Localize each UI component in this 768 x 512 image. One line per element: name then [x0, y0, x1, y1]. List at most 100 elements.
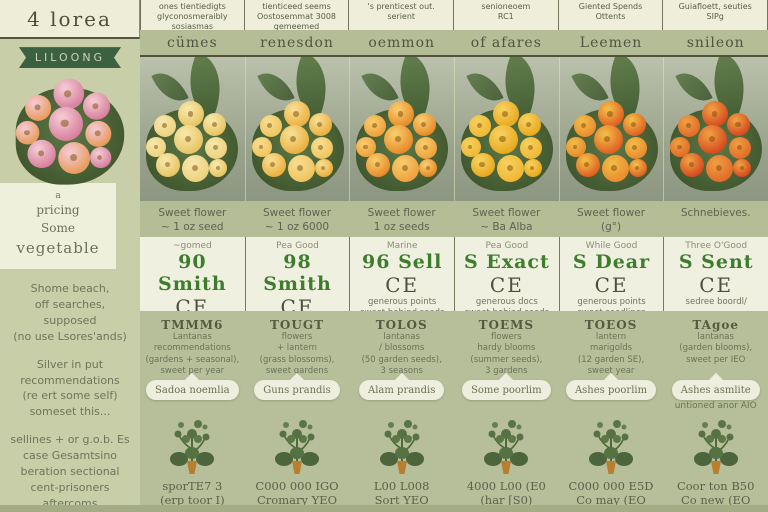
totals-title: TMMM6 — [161, 318, 224, 332]
price-label: While Good — [585, 241, 638, 251]
photo-caption: Sweet flower ~ 1 oz seed — [140, 201, 245, 237]
price-value: S Dear — [572, 251, 651, 273]
plant-column: 's prenticest out. serient oemmon Sweet … — [349, 0, 455, 512]
totals-line: 3 gardens — [485, 366, 528, 377]
speech-bubble: Sadoa noemlia — [146, 380, 239, 400]
totals-line: flowers — [491, 332, 522, 342]
flower-photo — [454, 57, 559, 201]
bouquet-illustration — [565, 95, 658, 191]
price-box: Marine 96 Sell CE generous points sweet … — [349, 237, 455, 318]
plant-column: senioneoem RC1 of afares Sweet flower ~ … — [454, 0, 559, 512]
totals-block: TOEOS lantern marigolds (12 garden SE), … — [558, 311, 664, 376]
sprout-area — [349, 413, 454, 477]
price-note: sedree boordl/ — [685, 297, 747, 307]
column-header-box: Giented Spends Ottents — [558, 0, 664, 30]
sprout-area — [559, 413, 664, 477]
bubble-area: Sadoa noemlia — [140, 373, 245, 413]
totals-line: + lantern — [276, 343, 318, 354]
totals-title: TOLOS — [375, 318, 428, 332]
price-box: ~gomed 90 Smith CE generous dollars swee… — [140, 237, 245, 340]
header-line: Oostosemmat 3008 — [257, 12, 337, 21]
plant-column: tienticeed seems Oostosemmat 3008 gemeem… — [244, 0, 350, 512]
price: 90 Smith CE — [140, 251, 245, 319]
speech-bubble: Ashes poorlim — [565, 380, 657, 400]
photo-caption: Sweet flower ~ 1 oz 6000 — [244, 201, 350, 237]
column-footer: Coor ton B50 Co new (EO — [676, 479, 755, 508]
totals-line: sweet per IEO — [686, 354, 746, 365]
totals-line: hardy blooms — [477, 343, 536, 354]
totals-line: flowers — [281, 332, 313, 342]
totals-line: (12 garden SE), — [577, 354, 645, 365]
bouquet-illustration — [251, 95, 344, 191]
photo-caption: Sweet flower 1 oz seeds — [349, 201, 455, 237]
column-title: oemmon — [349, 30, 455, 57]
speech-bubble: Ashes asmlite — [671, 380, 760, 400]
header-line: serient — [387, 12, 416, 21]
price-currency: CE — [489, 273, 524, 297]
totals-title: TOUGT — [269, 318, 325, 332]
flower-photo — [558, 57, 664, 201]
speech-bubble: Guns prandis — [254, 380, 340, 400]
totals-line: lantanas — [697, 332, 734, 342]
price-value: 96 Sell — [362, 251, 443, 273]
price-value: 90 Smith — [158, 251, 227, 295]
sprout-area — [454, 413, 559, 477]
price: S Exact CE — [455, 251, 559, 297]
totals-block: TOEMS flowers hardy blooms (summer seeds… — [454, 311, 559, 376]
column-footer: sporTE7 3 (erp toor I) — [160, 479, 225, 508]
ribbon-badge-icon: LILOONG — [18, 47, 122, 69]
price-note: generous points — [367, 297, 437, 307]
price-box: Pea Good S Exact CE generous docs sweet … — [454, 237, 559, 318]
bubble-area: Some poorlim — [454, 373, 559, 413]
column-header-box: Guiafloett, seuties SIPg — [663, 0, 768, 30]
price-label: Three O'Good — [685, 241, 748, 251]
page-title: 4 lorea — [27, 7, 112, 32]
column-title: cümes — [140, 30, 245, 57]
totals-line: / blossoms — [379, 343, 425, 354]
column-footer: 4000 L00 (E0 (har [S0) — [466, 479, 546, 508]
totals-line: recommendations — [153, 343, 231, 354]
sidebar-header: 4 lorea — [0, 0, 140, 40]
plant-sprout-icon — [484, 420, 529, 474]
totals-title: TOEMS — [478, 318, 535, 332]
bubble-area: Alam prandis — [349, 373, 454, 413]
bubble-extra-line: untioned anor AIO — [674, 401, 757, 411]
column-header-box: 's prenticest out. serient — [349, 0, 455, 30]
totals-block: TOUGT flowers + lantern (grass blossoms)… — [244, 311, 350, 376]
header-line: sosiasmas — [171, 22, 214, 30]
note-line: Some — [41, 220, 75, 235]
price: 98 Smith CE — [246, 251, 350, 319]
sprout-area — [245, 413, 350, 477]
price-currency: CE — [699, 273, 734, 297]
plant-sprout-icon — [693, 420, 738, 474]
price-currency: CE — [594, 273, 629, 297]
header-line: Giented Spends — [578, 2, 643, 11]
totals-block: TAgoe lantanas (garden blooms), sweet pe… — [663, 311, 768, 373]
bouquet-illustration — [15, 71, 125, 185]
header-line: Guiafloett, seuties — [678, 2, 752, 11]
plant-column: Giented Spends Ottents Leemen Sweet flow… — [558, 0, 664, 512]
price: S Sent CE — [664, 251, 768, 297]
totals-line: (50 garden seeds), — [361, 354, 442, 365]
totals-title: TOEOS — [584, 318, 638, 332]
column-title: of afares — [454, 30, 559, 57]
column-footer: L00 L008 Sort YEO — [373, 479, 430, 508]
totals-line: sweet per year — [160, 366, 225, 377]
totals-title: TAgoe — [692, 318, 739, 332]
bottom-strip — [0, 505, 768, 512]
totals-line: lantern — [595, 332, 627, 342]
price-box: Pea Good 98 Smith CE generous docs sweet… — [244, 237, 350, 340]
totals-line: (garden blooms), — [679, 343, 753, 354]
note-line: a — [55, 190, 61, 201]
price-value: 98 Smith — [263, 251, 332, 295]
totals-line: lantanas — [383, 332, 420, 342]
totals-line: (gardens + seasonal), — [145, 354, 240, 365]
header-line: Ottents — [595, 12, 626, 21]
totals-line: sweet year — [587, 366, 635, 377]
price-label: Marine — [386, 241, 418, 251]
column-header-box: tienticeed seems Oostosemmat 3008 gemeem… — [244, 0, 350, 30]
sidebar-bouquet-photo — [8, 70, 132, 185]
sidebar-pricing-note: a pricing Some vegetable — [0, 182, 116, 269]
price: S Dear CE — [560, 251, 664, 297]
